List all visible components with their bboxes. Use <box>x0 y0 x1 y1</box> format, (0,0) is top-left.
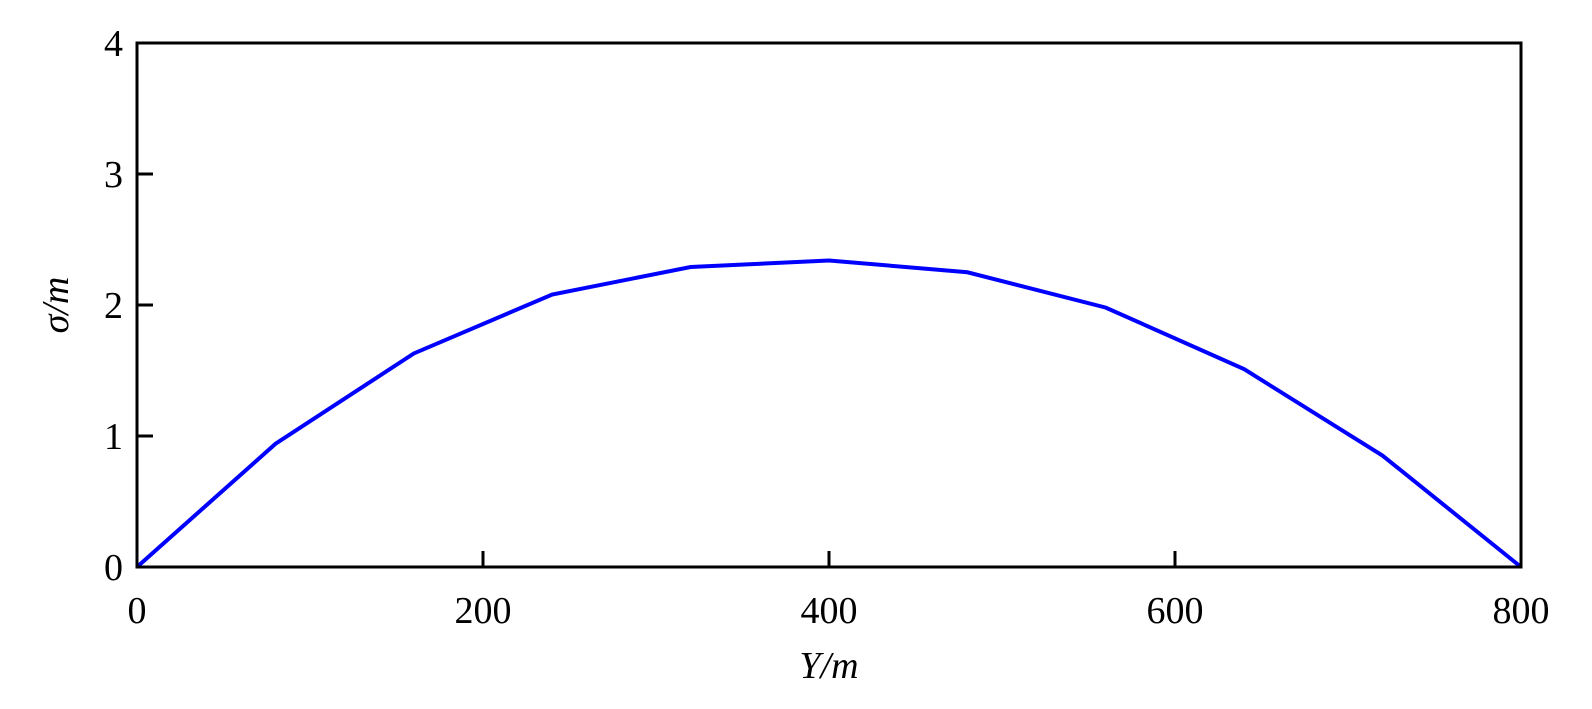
y-tick-label: 4 <box>104 23 123 65</box>
x-tick-label: 800 <box>1493 590 1550 632</box>
y-tick-label: 0 <box>104 547 123 589</box>
y-tick-label: 1 <box>104 416 123 458</box>
plot-frame <box>135 41 1523 569</box>
x-tick-label: 400 <box>801 590 858 632</box>
y-axis-label: σ/m <box>35 277 77 334</box>
x-tick-label: 200 <box>455 590 512 632</box>
line <box>135 258 1523 569</box>
y-tick-label: 3 <box>104 154 123 196</box>
x-axis-label: Y/m <box>799 645 858 687</box>
x-tick-label: 0 <box>128 590 147 632</box>
y-tick-label: 2 <box>104 285 123 327</box>
x-tick-label: 600 <box>1147 590 1204 632</box>
